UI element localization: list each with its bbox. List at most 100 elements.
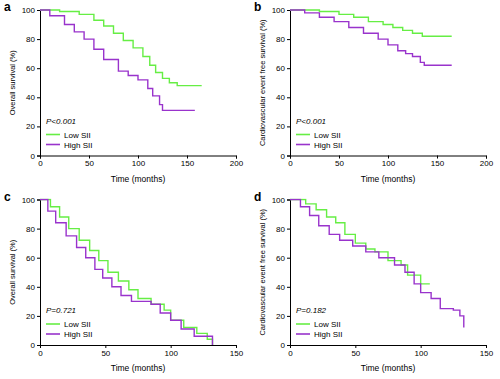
x-axis-title: Time (months) xyxy=(361,174,416,184)
tick: 80 xyxy=(276,225,290,234)
tick-label: 100 xyxy=(272,6,286,15)
tick-label: 20 xyxy=(276,312,285,321)
tick-label: 40 xyxy=(276,283,285,292)
tick: 60 xyxy=(26,254,40,263)
plot-area xyxy=(290,200,464,328)
y-axis-title: Overall survival (%) xyxy=(8,50,17,116)
tick-mark xyxy=(287,287,290,288)
y-axis: 020406080100 xyxy=(22,6,41,161)
tick: 100 xyxy=(164,345,178,358)
y-axis-title: Cardiovascular event free survival (%) xyxy=(258,19,267,146)
tick-label: 80 xyxy=(276,35,285,44)
tick-label: 0 xyxy=(281,341,286,350)
legend-swatch xyxy=(296,144,310,146)
legend: Low SIIHigh SII xyxy=(46,131,92,150)
tick-mark xyxy=(37,156,40,157)
x-axis: 050100150200 xyxy=(38,156,243,169)
legend: Low SIIHigh SII xyxy=(296,131,342,150)
legend: Low SIIHigh SII xyxy=(46,320,92,339)
legend-swatch xyxy=(296,333,310,335)
legend-label: Low SII xyxy=(314,320,341,329)
axis-line xyxy=(291,156,487,159)
p-value: P=0.721 xyxy=(46,306,76,315)
tick: 20 xyxy=(26,312,40,321)
tick: 40 xyxy=(276,283,290,292)
tick: 0 xyxy=(288,345,293,358)
tick-mark xyxy=(421,345,422,348)
legend-swatch xyxy=(46,134,60,136)
tick-label: 100 xyxy=(414,349,428,358)
legend-swatch xyxy=(296,134,310,136)
tick-label: 60 xyxy=(26,64,35,73)
tick-mark xyxy=(37,287,40,288)
tick-mark xyxy=(37,10,40,11)
tick-label: 100 xyxy=(272,196,286,205)
tick-mark xyxy=(355,345,356,348)
tick: 60 xyxy=(276,64,290,73)
x-axis: 0 50 100 150 xyxy=(288,345,493,358)
tick-label: 100 xyxy=(382,159,396,168)
survival-curve xyxy=(40,200,212,346)
axis-line xyxy=(41,156,237,159)
tick-label: 80 xyxy=(26,35,35,44)
axis-line xyxy=(37,11,41,157)
tick-label: 20 xyxy=(26,122,35,131)
tick-label: 200 xyxy=(230,159,244,168)
tick-label: 80 xyxy=(26,225,35,234)
tick-mark xyxy=(486,345,487,348)
tick-label: 150 xyxy=(431,159,445,168)
survival-curve xyxy=(290,200,464,328)
panel: b050100150200020406080100Time (months)Ca… xyxy=(254,0,494,184)
p-value: P<0.001 xyxy=(296,117,326,126)
p-value: P<0.001 xyxy=(46,117,76,126)
p-value: P=0.182 xyxy=(296,306,327,315)
tick-mark xyxy=(287,258,290,259)
tick-mark xyxy=(37,229,40,230)
tick-label: 0 xyxy=(281,152,286,161)
tick-mark xyxy=(37,200,40,201)
tick-label: 50 xyxy=(351,349,360,358)
survival-curve xyxy=(290,10,452,36)
axis-line xyxy=(287,11,291,157)
tick-mark xyxy=(287,229,290,230)
tick-label: 0 xyxy=(38,159,43,168)
x-axis-title: Time (months) xyxy=(361,363,416,373)
tick-mark xyxy=(287,39,290,40)
tick-label: 0 xyxy=(38,349,43,358)
tick-mark xyxy=(37,126,40,127)
tick: 0 xyxy=(281,341,290,350)
tick: 150 xyxy=(480,345,494,358)
legend-swatch xyxy=(296,323,310,325)
tick-label: 100 xyxy=(22,6,36,15)
tick-label: 60 xyxy=(276,254,285,263)
plot-area xyxy=(40,200,212,346)
tick: 80 xyxy=(276,35,290,44)
tick: 40 xyxy=(276,93,290,102)
tick: 150 xyxy=(181,156,195,169)
tick: 20 xyxy=(276,312,290,321)
tick: 100 xyxy=(22,196,40,205)
survival-curve xyxy=(290,200,430,284)
tick: 0 xyxy=(31,341,40,350)
tick-mark xyxy=(287,10,290,11)
tick-label: 0 xyxy=(288,349,293,358)
tick: 20 xyxy=(26,122,40,131)
tick: 50 xyxy=(101,345,110,358)
tick-mark xyxy=(37,258,40,259)
tick: 80 xyxy=(26,225,40,234)
tick: 100 xyxy=(272,196,290,205)
figure: a050100150200020406080100Time (months)Ov… xyxy=(0,0,500,379)
tick: 200 xyxy=(230,156,244,169)
panel-label: c xyxy=(4,190,11,204)
survival-curve xyxy=(40,10,195,110)
tick: 50 xyxy=(335,156,344,169)
tick-mark xyxy=(287,156,290,157)
tick: 0 xyxy=(31,152,40,161)
tick-label: 200 xyxy=(480,159,494,168)
legend-label: High SII xyxy=(64,330,92,339)
tick: 0 xyxy=(38,345,43,358)
tick-label: 80 xyxy=(276,225,285,234)
tick-label: 0 xyxy=(31,341,36,350)
tick-mark xyxy=(287,200,290,201)
tick-mark xyxy=(171,345,172,348)
